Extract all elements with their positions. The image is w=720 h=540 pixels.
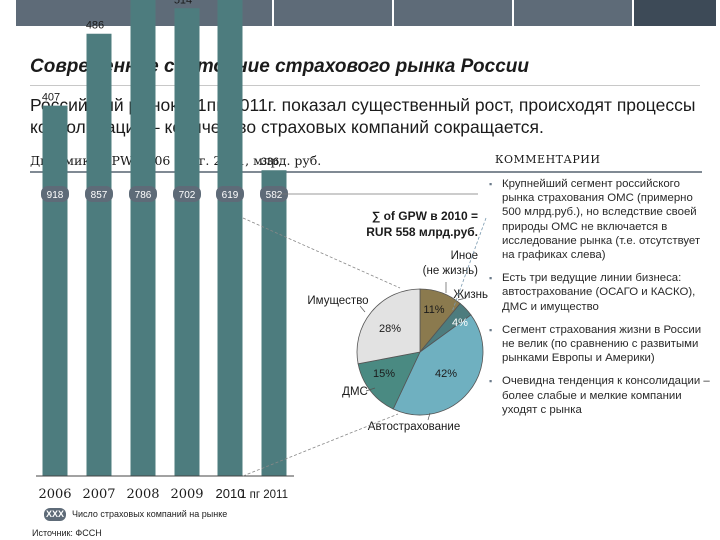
comments-heading: КОММЕНТАРИИ [495, 153, 601, 166]
title-divider [30, 85, 700, 86]
x-tick-label: 2008 [126, 487, 159, 502]
x-tick-label: 1 пг 2011 [240, 489, 288, 501]
pie-connector-line [242, 217, 401, 289]
section-divider [30, 171, 702, 173]
company-count-badge [216, 186, 244, 202]
pie-category-label: (не жизнь) [423, 265, 479, 277]
pie-category-label: Имущество [307, 295, 368, 307]
gpw-sum-line1: ∑ of GPW в 2010 = [371, 209, 478, 223]
comment-item: ▪ Крупнейший сегмент российского рынка ст… [489, 178, 701, 262]
company-count-label: 582 [266, 190, 283, 201]
company-count-badge [41, 186, 69, 202]
banner-block [154, 0, 272, 26]
bar [261, 170, 287, 477]
bar [130, 0, 156, 476]
x-tick-label: 2010 [216, 486, 245, 501]
company-count-label: 857 [91, 190, 108, 201]
company-count-label: 918 [47, 190, 64, 201]
comment-item: ▪ Очевидна тенденция к консолидации – бол… [489, 375, 710, 416]
gpw-sum-line2: RUR 558 млрд.руб. [366, 225, 478, 239]
bar [86, 33, 112, 477]
legend-text: Число страховых компаний на рынке [72, 508, 228, 519]
pie-percent-label: 42% [435, 368, 457, 380]
bar [174, 8, 200, 476]
x-tick-label: 2006 [38, 487, 71, 502]
pie-percent-label: 15% [373, 368, 395, 380]
pie-leader-line [427, 412, 431, 421]
bar-value-label: 336 [261, 156, 279, 168]
banner-block [514, 0, 632, 26]
company-count-badge [173, 186, 201, 202]
banner-block [634, 0, 716, 26]
pie-slice [356, 288, 421, 365]
legend-badge: XXX [44, 508, 66, 521]
pie-category-label: Иное [451, 250, 478, 262]
bullet-icon: ▪ [489, 273, 493, 284]
bullet-icon: ▪ [489, 179, 493, 189]
gpw-sum-note: ∑ of GPW в 2010 = RUR 558 млрд.руб. [330, 208, 478, 240]
bar-value-label: 407 [42, 92, 60, 104]
company-count-label: 786 [135, 190, 152, 201]
pie-leader-line [365, 387, 376, 392]
company-count-badge [85, 186, 113, 202]
comments-list: ▪ Крупнейший сегмент российского рынка ст… [489, 177, 711, 426]
pie-category-label: Автострахование [368, 421, 460, 433]
bar [42, 105, 68, 476]
source-note: Источник: ФССН [32, 528, 102, 538]
bullet-icon: ▪ [489, 324, 493, 335]
pie-leader-line [457, 297, 467, 301]
bullet-icon: ▪ [489, 376, 493, 387]
chart-legend: XXX Число страховых компаний на рынке [44, 508, 227, 521]
pie-slice [357, 351, 421, 410]
x-tick-label: 2007 [82, 487, 115, 502]
x-tick-label: 2009 [170, 487, 203, 502]
bar-value-label: 486 [86, 20, 104, 32]
pie-percent-label: 4% [452, 317, 468, 329]
banner-block [394, 0, 512, 26]
bar [217, 0, 243, 476]
company-count-badge [129, 186, 157, 202]
pie-category-label: ДМС [342, 386, 368, 398]
comment-item: ▪ Есть три ведущие линии бизнеса: автостр… [489, 272, 696, 313]
company-count-label: 619 [222, 190, 239, 201]
top-banner-strip [16, 0, 716, 26]
comment-item: ▪ Сегмент страхования жизни в России не в… [489, 323, 702, 365]
pie-slice [392, 314, 484, 416]
company-count-label: 702 [179, 190, 196, 201]
banner-block [16, 0, 152, 26]
bar-value-label: 514 [174, 0, 192, 6]
top-banner [0, 0, 720, 36]
pie-percent-label: 28% [379, 323, 401, 335]
pie-percent-label: 11% [423, 304, 444, 316]
pie-category-label: Жизнь [453, 289, 488, 301]
comment-connector-line [451, 217, 487, 313]
pie-connector-line [242, 413, 399, 477]
banner-block [274, 0, 392, 26]
pie-leader-line [359, 305, 366, 313]
